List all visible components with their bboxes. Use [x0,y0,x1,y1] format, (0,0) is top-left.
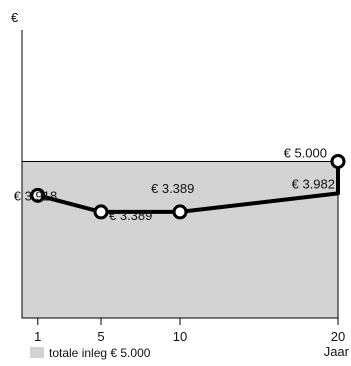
data-label: € 3.918 [14,188,57,203]
x-tick-label: 1 [34,329,41,344]
data-label: € 3.982 [292,176,335,191]
x-axis-label: Jaar [324,344,350,359]
legend-label: totale inleg € 5.000 [49,346,151,360]
y-axis-currency-label: € [11,10,19,25]
x-tick-label: 10 [173,329,187,344]
legend-swatch [30,347,44,358]
data-point [93,204,109,220]
x-tick-label: 5 [97,329,104,344]
x-tick-label: 20 [331,329,345,344]
data-point [30,187,46,203]
reference-label: € 5.000 [284,145,327,160]
total-investment-area [21,160,339,319]
data-label: € 3.389 [109,208,152,223]
reference-point [330,153,346,169]
data-point [172,204,188,220]
data-label: € 3.389 [151,181,194,196]
